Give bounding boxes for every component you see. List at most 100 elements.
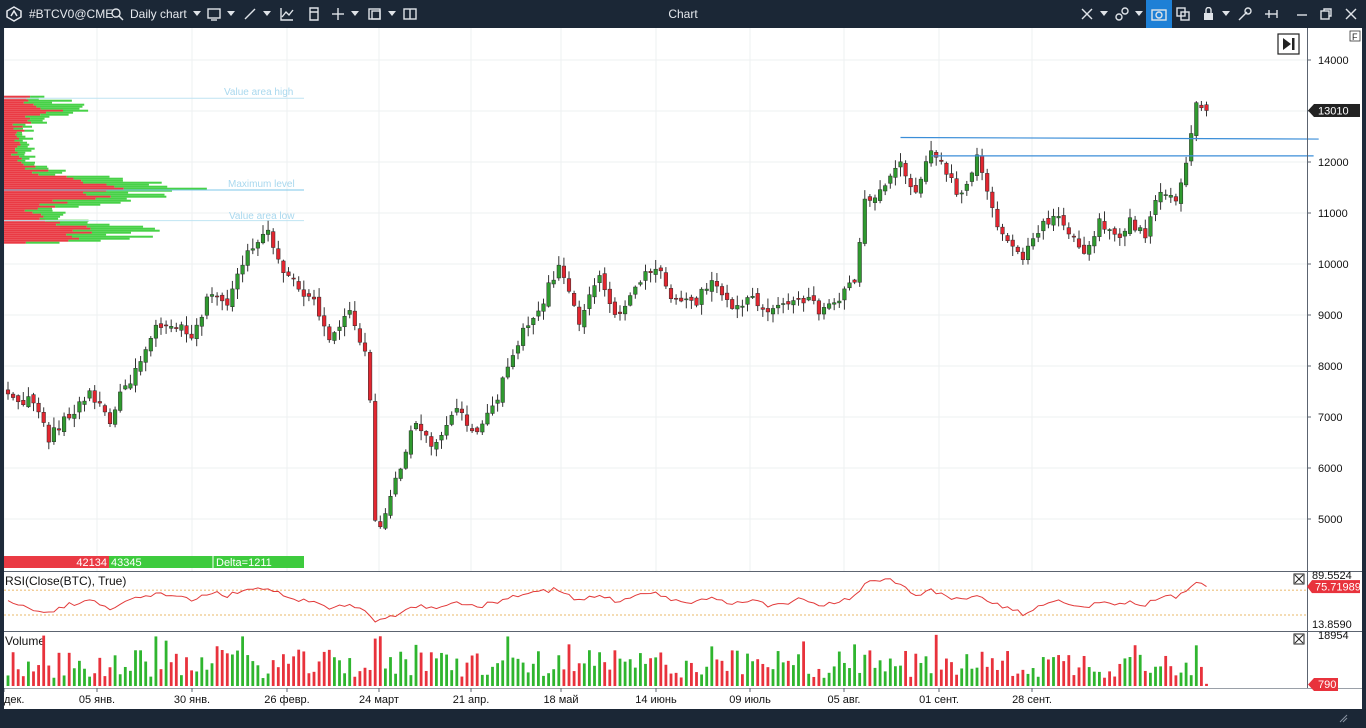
- add-icon[interactable]: [331, 0, 361, 28]
- candle: [786, 293, 791, 310]
- candle: [77, 396, 82, 420]
- volume-bar: [149, 676, 153, 686]
- volume-bar: [6, 675, 10, 686]
- price-tick-label: 12000: [1318, 157, 1349, 169]
- time-axis[interactable]: дек. 05 янв. 30 янв. 26 февр. 24 март 21 апр.…: [3, 688, 1052, 706]
- candle: [230, 280, 235, 312]
- scroll-to-end-button[interactable]: [1277, 33, 1300, 55]
- volume-bar: [312, 671, 316, 686]
- volume-bar: [725, 670, 729, 686]
- rsi-max-label: 89.5524: [1312, 570, 1352, 582]
- resistance-line[interactable]: [900, 136, 1319, 140]
- minimize-icon[interactable]: [1295, 0, 1309, 28]
- candle: [1025, 237, 1031, 265]
- restore-icon[interactable]: [1319, 0, 1333, 28]
- volume-bar: [863, 654, 867, 686]
- volume-bar: [93, 673, 97, 686]
- candle: [959, 190, 964, 204]
- candle: [515, 340, 521, 360]
- chart-style-icon[interactable]: [207, 0, 237, 28]
- volume-bar: [440, 652, 443, 686]
- profile-buy-bar: [25, 115, 50, 118]
- indicators-icon[interactable]: [280, 0, 294, 28]
- profile-buy-bar: [24, 209, 53, 212]
- volume-bar: [756, 659, 760, 686]
- volume-bar: [827, 672, 831, 686]
- app-logo-icon: [6, 0, 22, 28]
- link-icon[interactable]: [1115, 0, 1145, 28]
- volume-close-button[interactable]: [1293, 633, 1305, 645]
- candle: [209, 287, 215, 303]
- profile-sell-bar: [4, 221, 60, 224]
- copy-icon[interactable]: [1176, 0, 1190, 28]
- window-layout-icon[interactable]: [368, 0, 398, 28]
- candle: [26, 387, 31, 408]
- search-icon[interactable]: [110, 0, 124, 28]
- profile-buy-bar: [17, 145, 28, 148]
- screenshot-icon[interactable]: [1146, 0, 1172, 28]
- panel-icon[interactable]: [403, 0, 417, 28]
- profile-sell-bar: [4, 129, 25, 132]
- profile-sell-bar: [4, 189, 107, 192]
- volume-bar: [730, 650, 734, 686]
- close-icon[interactable]: [1344, 0, 1358, 28]
- candle: [67, 407, 72, 421]
- price-tick-label: 9000: [1318, 310, 1342, 322]
- volume-bar: [684, 660, 688, 686]
- resistance-lines[interactable]: [900, 136, 1319, 157]
- candle: [41, 407, 46, 427]
- volume-bar: [1200, 666, 1203, 686]
- candle: [964, 180, 969, 196]
- crosshair-icon[interactable]: [1080, 0, 1110, 28]
- profile-sell-bar: [4, 213, 42, 216]
- candle: [16, 394, 21, 410]
- rsi-close-button[interactable]: [1293, 573, 1305, 585]
- price-tick-label: 10000: [1318, 259, 1349, 271]
- price-tick-label: 7000: [1318, 412, 1342, 424]
- resize-grip-icon[interactable]: [1338, 713, 1348, 723]
- profile-buy-bar: [22, 125, 33, 128]
- profile-buy-bar: [23, 101, 53, 104]
- candle: [301, 280, 306, 307]
- volume-bar: [1103, 677, 1106, 686]
- candle: [821, 302, 827, 320]
- settings-icon[interactable]: [1238, 0, 1252, 28]
- candle: [536, 301, 541, 321]
- lock-icon[interactable]: [1202, 0, 1232, 28]
- volume-bar: [103, 676, 107, 686]
- profile-buy-bar: [110, 195, 167, 198]
- profile-buy-bar: [90, 227, 155, 230]
- candle: [332, 331, 337, 345]
- candle: [725, 284, 730, 308]
- candle: [51, 417, 56, 445]
- profile-buy-bar: [15, 147, 35, 150]
- pin-icon[interactable]: [1264, 0, 1278, 28]
- templates-icon[interactable]: [307, 0, 321, 28]
- chart-canvas[interactable]: Value area high Maximum level Value area…: [3, 28, 1362, 709]
- profile-buy-bar: [66, 233, 107, 236]
- profile-buy-bar: [30, 95, 45, 98]
- volume-bar: [480, 674, 484, 686]
- draw-tools-icon[interactable]: [243, 0, 273, 28]
- profile-buy-bar: [39, 217, 59, 220]
- buy-volume-bar: [109, 556, 304, 568]
- volume-bar: [435, 658, 438, 686]
- candle: [266, 220, 271, 242]
- candle: [1184, 156, 1189, 188]
- chart-area[interactable]: Value area high Maximum level Value area…: [3, 28, 1362, 709]
- profile-sell-bar: [4, 207, 38, 210]
- rsi-current-label: 75.71989: [1315, 582, 1361, 594]
- timeframe-dropdown[interactable]: Daily chart: [130, 0, 201, 28]
- profile-buy-bar: [24, 129, 34, 132]
- volume-bar: [837, 651, 841, 686]
- candle: [832, 298, 837, 311]
- price-axis[interactable]: 5000600070008000900010000110001200013000…: [1307, 55, 1349, 526]
- volume-max-label: 18954: [1318, 630, 1349, 642]
- symbol-label[interactable]: #BTCV0@CME: [29, 7, 114, 21]
- candle: [133, 358, 138, 393]
- profile-sell-bar: [4, 121, 32, 124]
- volume-bar: [475, 653, 479, 686]
- candle: [827, 299, 832, 311]
- volume-bar: [108, 667, 112, 686]
- volume-bar: [52, 677, 56, 686]
